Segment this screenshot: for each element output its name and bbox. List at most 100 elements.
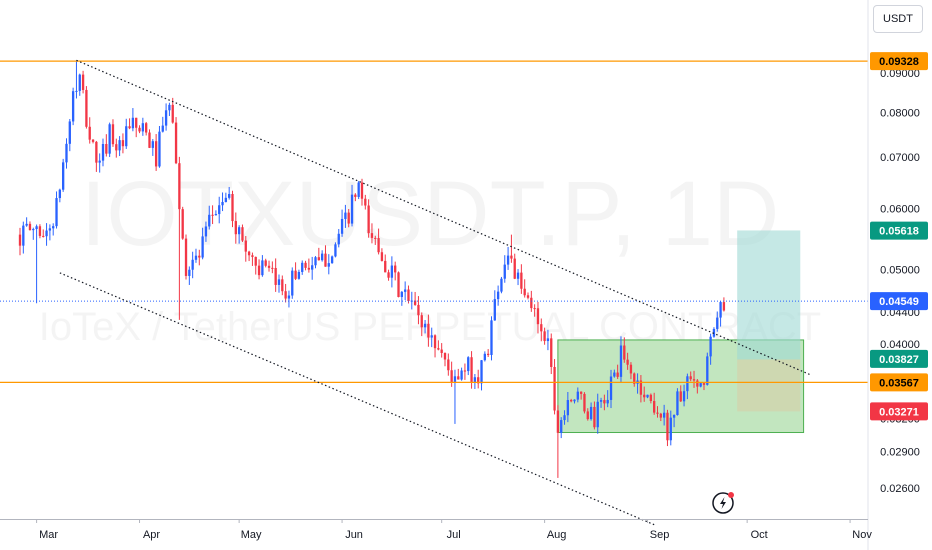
candle [350,184,354,227]
candle-body [95,141,98,163]
candle-body [274,267,277,285]
candle [496,285,500,306]
candle [184,234,188,280]
candle [370,223,374,244]
currency-selector[interactable]: USDT [873,5,923,33]
candle-body [643,394,646,398]
candle-body [304,262,307,268]
candle [513,253,516,280]
candle-body [443,352,447,360]
candle [520,264,523,294]
candle-body [536,308,540,325]
price-label-badge [870,292,928,311]
candle [692,370,696,388]
candle [364,194,367,210]
candle [91,139,95,144]
candle [75,60,78,99]
candle-body [380,252,384,261]
candle [271,261,274,274]
candle-body [613,372,616,377]
candle [274,258,277,292]
candle [656,406,659,418]
price-tick-label: 0.08000 [880,107,920,119]
candle-body [98,160,101,163]
candle-body [347,212,350,224]
candle-body [115,144,118,151]
candle [639,375,643,403]
candle [367,199,370,238]
candle [52,223,55,236]
candle [380,248,384,262]
candle [330,255,334,264]
candle-body [699,383,702,387]
candle-body [530,297,533,309]
candle-body [88,126,91,140]
candle [599,397,603,408]
candle-body [224,197,228,202]
candle-body [55,198,58,227]
price-tick-label: 0.02600 [880,483,920,495]
candle-body [470,357,473,383]
candle [198,249,201,266]
candle-body [623,345,626,360]
candle [417,296,420,325]
candle-body [453,376,457,383]
candle [138,125,141,134]
candle [241,224,244,243]
candle-body [583,393,586,412]
candle-body [85,89,88,127]
candle [105,134,108,157]
candle-body [364,198,367,206]
candle [115,138,118,158]
candle [403,281,407,301]
candle [689,371,692,382]
candle-body [656,412,659,414]
candle [447,353,450,376]
candle-body [81,74,85,90]
candle-body [158,131,161,167]
candle-body [154,141,158,167]
candle-body [337,233,340,245]
time-axis[interactable]: Mar Apr May Jun Jul Aug Sep Oct Nov [36,519,873,541]
candle-body [616,372,619,377]
candle-body [28,223,32,231]
candle [433,334,437,358]
candle-body [198,255,201,258]
candle [121,133,125,154]
candle [407,285,410,304]
candle-body [719,302,722,318]
candle-body [672,415,676,418]
candle [460,367,463,381]
candle [387,269,390,281]
candle [546,329,550,351]
candle [45,223,48,246]
candle [231,190,234,228]
candle [593,401,596,430]
candle-body [430,335,433,338]
candle [324,245,327,267]
price-axis[interactable]: 0.09000 0.08000 0.07000 0.06000 0.05000 0.044… [880,68,920,495]
candle-body [676,391,679,416]
candle-body [294,270,297,279]
candle-body [281,279,284,292]
candle-body [400,291,403,298]
candle-body [384,260,387,273]
candle [317,247,320,261]
candle [702,383,706,391]
candle-body [589,406,593,420]
candle-body [354,194,357,197]
price-label-badge [870,221,928,240]
candle [118,136,121,157]
candle-body [35,226,38,230]
candle-body [284,291,287,299]
price-label-text: 0.03271 [879,406,919,418]
candle [224,192,228,203]
candle [374,235,377,245]
lightning-icon[interactable] [712,492,734,514]
candle [131,108,135,132]
time-tick-label: Jun [345,529,363,541]
candle [48,224,52,241]
drawings [0,59,868,526]
candle-body [506,255,510,265]
